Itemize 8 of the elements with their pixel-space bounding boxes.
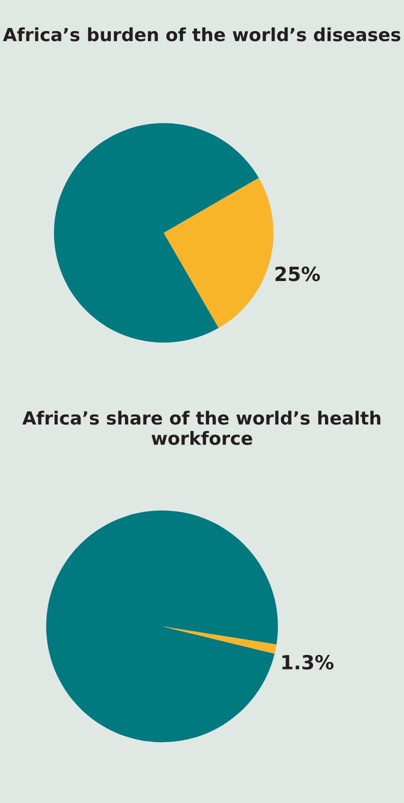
pie-slice — [46, 510, 278, 742]
chart-title: Africa’s burden of the world’s diseases — [2, 27, 400, 42]
pie-slice — [54, 123, 259, 343]
data-label: 1.3% — [282, 654, 334, 670]
pie-slice — [164, 178, 274, 328]
chart-title: Africa’s share of the world’s health workforce — [22, 410, 380, 445]
data-label: 25% — [276, 266, 320, 282]
pie-slice — [162, 626, 276, 654]
